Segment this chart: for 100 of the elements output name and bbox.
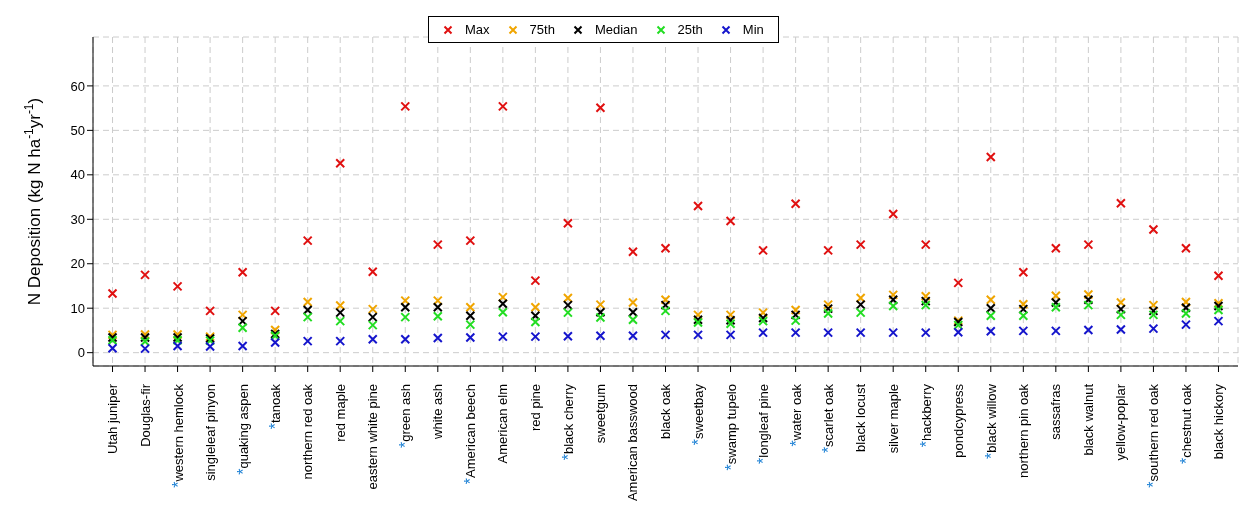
point	[302, 336, 313, 347]
point	[627, 246, 638, 257]
point	[465, 310, 476, 321]
point	[1115, 324, 1126, 335]
point	[400, 101, 411, 112]
point	[400, 334, 411, 345]
point	[1018, 267, 1029, 278]
point	[107, 288, 118, 299]
point	[497, 331, 508, 342]
point	[985, 326, 996, 337]
point	[823, 308, 834, 319]
point	[562, 218, 573, 229]
x-tick-label: *chestnut oak	[1177, 383, 1195, 464]
point	[237, 267, 248, 278]
point	[530, 310, 541, 321]
point	[693, 309, 704, 320]
point	[367, 266, 378, 277]
x-tick-label: *green ash	[396, 384, 414, 449]
point	[1213, 270, 1224, 281]
x-tick-label: *tanoak	[266, 383, 284, 430]
point	[172, 340, 183, 351]
point	[1115, 297, 1126, 308]
x-tick-label: *American beech	[461, 384, 479, 485]
x-tick-label: eastern white pine	[365, 384, 381, 490]
point	[497, 101, 508, 112]
x-tick-label: yellow-poplar	[1113, 383, 1129, 461]
point	[270, 337, 281, 348]
point	[1148, 309, 1159, 320]
x-tick-label: Douglas-fir	[137, 383, 153, 447]
x-tick-label: sassafras	[1048, 383, 1064, 440]
point	[920, 296, 931, 307]
x-tick-label: American basswood	[625, 384, 641, 502]
point	[432, 332, 443, 343]
point	[335, 336, 346, 347]
point	[497, 292, 508, 303]
point	[530, 331, 541, 342]
x-tick-label: sweetgum	[592, 384, 608, 444]
y-tick-label: 60	[70, 78, 85, 94]
point	[758, 316, 769, 327]
point	[140, 269, 151, 280]
point	[465, 235, 476, 246]
legend-label: 25th	[676, 22, 703, 37]
y-tick-label: 30	[70, 211, 85, 227]
point	[1018, 325, 1029, 336]
point	[660, 329, 671, 340]
x-tick-label: black oak	[658, 383, 673, 439]
point	[1083, 239, 1094, 250]
point	[1083, 324, 1094, 335]
x-tick-label: *hackberry	[917, 383, 935, 448]
point	[888, 327, 899, 338]
point	[172, 281, 183, 292]
point	[1148, 224, 1159, 235]
point	[823, 245, 834, 256]
legend-label: Min	[741, 22, 764, 37]
point	[432, 302, 443, 313]
point	[302, 312, 313, 323]
x-tick-label: northern red oak	[300, 383, 316, 480]
point	[888, 208, 899, 219]
point	[530, 275, 541, 286]
point	[237, 340, 248, 351]
point	[140, 343, 151, 354]
point	[855, 307, 866, 318]
point	[237, 309, 248, 320]
point	[335, 300, 346, 311]
x-tick-label: American elm	[495, 384, 511, 464]
x-tick-label: black walnut	[1080, 383, 1096, 456]
y-tick-label: 40	[70, 167, 85, 183]
point	[660, 243, 671, 254]
point	[302, 304, 313, 315]
point	[1180, 308, 1191, 319]
point	[823, 303, 834, 314]
point	[627, 297, 638, 308]
point	[627, 314, 638, 325]
point	[1180, 243, 1191, 254]
point	[1148, 305, 1159, 316]
point	[855, 239, 866, 250]
point	[400, 302, 411, 313]
point	[335, 316, 346, 327]
x-tick-label: pondcypress	[950, 383, 966, 458]
y-tick-label: 0	[77, 345, 85, 361]
point	[660, 305, 671, 316]
point	[562, 307, 573, 318]
point	[660, 294, 671, 305]
point	[302, 235, 313, 246]
point	[660, 300, 671, 311]
point	[1018, 304, 1029, 315]
point	[530, 302, 541, 313]
point	[725, 309, 736, 320]
point	[1180, 296, 1191, 307]
point	[465, 319, 476, 330]
x-tick-label: white ash	[430, 384, 446, 440]
x-tick-label: *water oak	[787, 383, 805, 447]
point	[595, 102, 606, 113]
point	[270, 305, 281, 316]
point	[985, 303, 996, 314]
point	[985, 310, 996, 321]
point	[237, 316, 248, 327]
point	[465, 332, 476, 343]
point	[920, 239, 931, 250]
legend-label: Median	[593, 22, 638, 37]
